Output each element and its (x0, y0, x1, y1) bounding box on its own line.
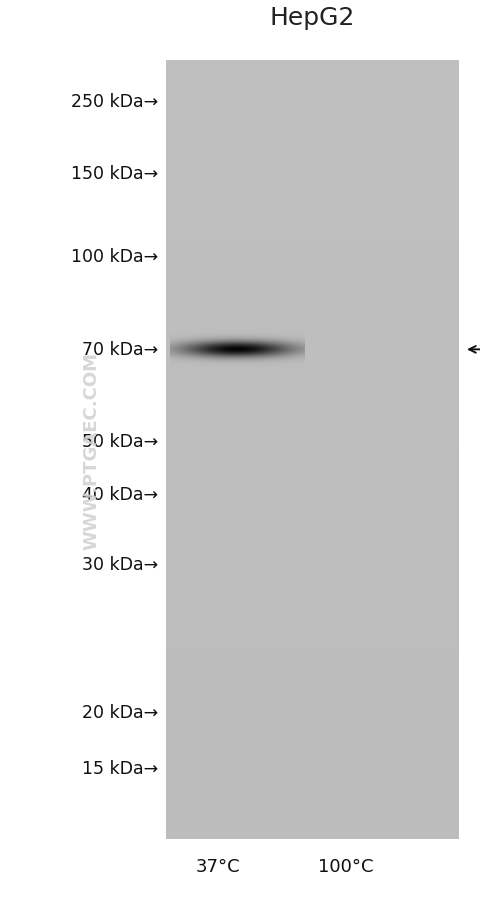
Text: WWW.PTGAEC.COM: WWW.PTGAEC.COM (82, 352, 100, 550)
Text: 150 kDa→: 150 kDa→ (71, 165, 158, 183)
Text: 40 kDa→: 40 kDa→ (83, 485, 158, 503)
Text: 15 kDa→: 15 kDa→ (82, 759, 158, 778)
Text: 100°C: 100°C (318, 857, 373, 875)
Text: 100 kDa→: 100 kDa→ (71, 248, 158, 266)
Text: 20 kDa→: 20 kDa→ (82, 704, 158, 722)
Text: HepG2: HepG2 (269, 6, 355, 30)
Text: 30 kDa→: 30 kDa→ (82, 556, 158, 574)
Text: 70 kDa→: 70 kDa→ (82, 341, 158, 359)
Text: 50 kDa→: 50 kDa→ (82, 433, 158, 451)
Text: 37°C: 37°C (196, 857, 240, 875)
Text: 250 kDa→: 250 kDa→ (71, 93, 158, 111)
